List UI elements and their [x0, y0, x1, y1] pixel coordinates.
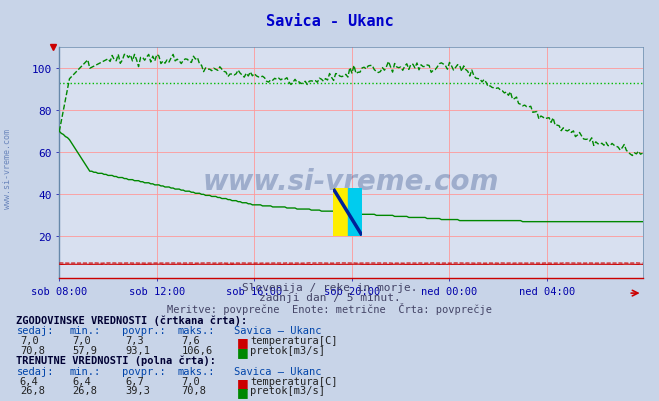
Text: min.:: min.: — [69, 366, 100, 376]
Text: zadnji dan / 5 minut.: zadnji dan / 5 minut. — [258, 292, 401, 302]
Text: ■: ■ — [237, 345, 249, 358]
Text: Savica – Ukanc: Savica – Ukanc — [234, 366, 322, 376]
Text: povpr.:: povpr.: — [122, 366, 165, 376]
Text: www.si-vreme.com: www.si-vreme.com — [203, 168, 499, 196]
Text: maks.:: maks.: — [178, 326, 215, 336]
Text: 26,8: 26,8 — [20, 385, 45, 395]
Text: 39,3: 39,3 — [125, 385, 150, 395]
Text: Savica – Ukanc: Savica – Ukanc — [234, 326, 322, 336]
Bar — [348, 188, 362, 237]
Text: ■: ■ — [237, 376, 249, 389]
Text: maks.:: maks.: — [178, 366, 215, 376]
Text: TRENUTNE VREDNOSTI (polna črta):: TRENUTNE VREDNOSTI (polna črta): — [16, 355, 216, 365]
Text: 6,4: 6,4 — [20, 376, 38, 386]
Text: 6,4: 6,4 — [72, 376, 91, 386]
Text: temperatura[C]: temperatura[C] — [250, 376, 338, 386]
Text: povpr.:: povpr.: — [122, 326, 165, 336]
Text: 26,8: 26,8 — [72, 385, 98, 395]
Text: pretok[m3/s]: pretok[m3/s] — [250, 345, 326, 355]
Text: 93,1: 93,1 — [125, 345, 150, 355]
Text: 7,0: 7,0 — [20, 336, 38, 346]
Text: 7,6: 7,6 — [181, 336, 200, 346]
Text: 6,7: 6,7 — [125, 376, 144, 386]
Text: sedaj:: sedaj: — [16, 366, 54, 376]
Text: ■: ■ — [237, 336, 249, 348]
Text: 70,8: 70,8 — [181, 385, 206, 395]
Text: 7,0: 7,0 — [72, 336, 91, 346]
Text: Savica - Ukanc: Savica - Ukanc — [266, 14, 393, 29]
Text: Meritve: povprečne  Enote: metrične  Črta: povprečje: Meritve: povprečne Enote: metrične Črta:… — [167, 302, 492, 314]
Text: 106,6: 106,6 — [181, 345, 212, 355]
Bar — [333, 188, 348, 237]
Text: sedaj:: sedaj: — [16, 326, 54, 336]
Text: 7,0: 7,0 — [181, 376, 200, 386]
Text: www.si-vreme.com: www.si-vreme.com — [3, 128, 13, 209]
Text: ZGODOVINSKE VREDNOSTI (črtkana črta):: ZGODOVINSKE VREDNOSTI (črtkana črta): — [16, 315, 248, 325]
Text: ■: ■ — [237, 385, 249, 398]
Text: 70,8: 70,8 — [20, 345, 45, 355]
Text: pretok[m3/s]: pretok[m3/s] — [250, 385, 326, 395]
Text: 7,3: 7,3 — [125, 336, 144, 346]
Text: min.:: min.: — [69, 326, 100, 336]
Text: Slovenija / reke in morje.: Slovenija / reke in morje. — [242, 282, 417, 292]
Text: temperatura[C]: temperatura[C] — [250, 336, 338, 346]
Text: 57,9: 57,9 — [72, 345, 98, 355]
